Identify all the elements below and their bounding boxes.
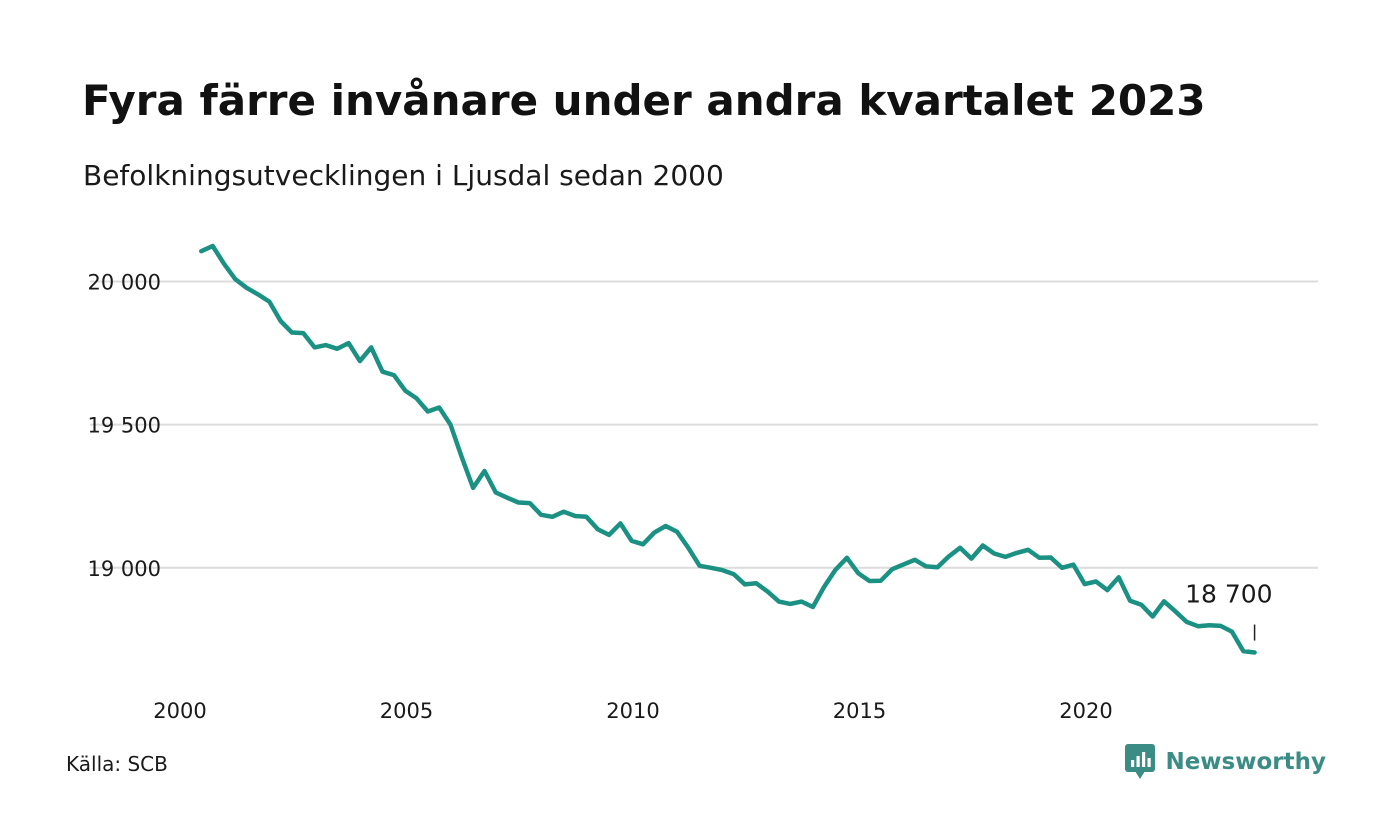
chart-subtitle: Befolkningsutvecklingen i Ljusdal sedan … [83,159,724,192]
newsworthy-logo-icon [1125,744,1156,779]
annotation-label: 18 700 [1185,580,1272,609]
x-tick-label: 2015 [833,699,886,723]
x-tick-label: 2020 [1059,699,1112,723]
gridlines [90,280,1318,569]
brand-name: Newsworthy [1165,749,1326,775]
source-note: Källa: SCB [66,752,168,776]
x-tick-label: 2010 [606,699,659,723]
y-tick-label: 19 000 [88,557,161,581]
y-axis-tick-labels: 19 000 19 500 20 000 [88,271,161,581]
brand: Newsworthy [1125,744,1326,780]
series-line-0 [199,243,1257,655]
annotation-layer: 18 700 [1185,580,1273,641]
y-tick-label: 19 500 [88,414,161,438]
chart-title: Fyra färre invånare under andra kvartale… [82,76,1206,125]
x-tick-label: 2000 [153,699,206,723]
series-layer [199,243,1257,655]
x-tick-label: 2005 [380,699,433,723]
y-tick-label: 20 000 [88,271,161,295]
x-axis-tick-labels: 2000 2005 2010 2015 2020 [153,699,1112,723]
